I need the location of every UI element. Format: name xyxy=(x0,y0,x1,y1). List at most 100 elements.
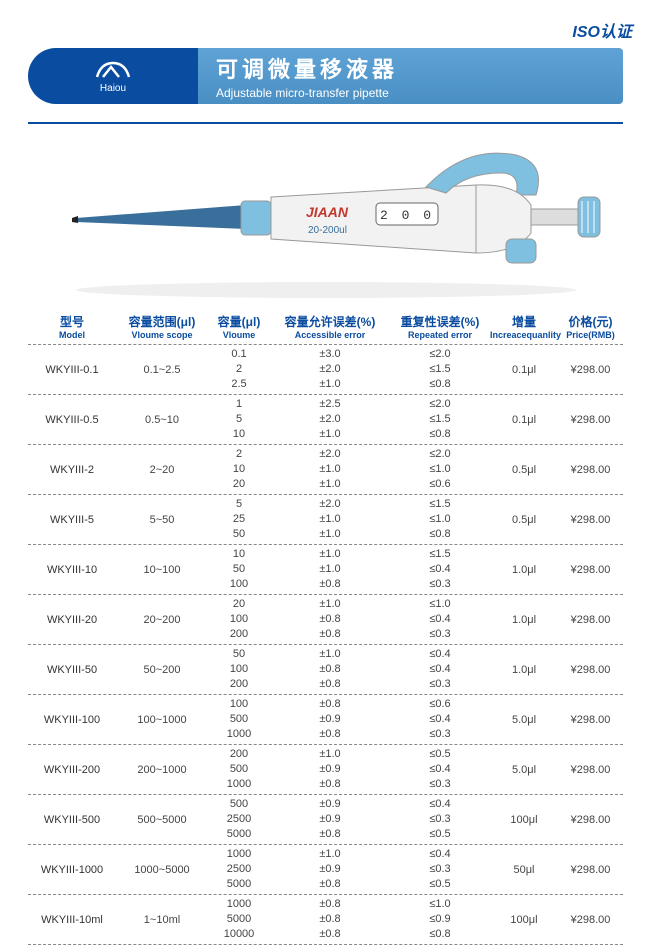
table-cell: 5~50 xyxy=(116,495,208,544)
table-cell: WKYIII-10ml xyxy=(28,895,116,944)
table-row: WKYIII-0.10.1~2.50.122.5±3.0±2.0±1.0≤2.0… xyxy=(28,345,623,395)
table-cell: 50~200 xyxy=(116,645,208,694)
table-cell: ±0.9±0.9±0.8 xyxy=(270,795,390,844)
table-cell: ¥298.00 xyxy=(558,795,623,844)
column-header: 容量范围(μl)Vloume scope xyxy=(116,316,208,340)
table-row: WKYIII-10ml1~10ml1000500010000±0.8±0.8±0… xyxy=(28,895,623,945)
title-block: 可调微量移液器 Adjustable micro-transfer pipett… xyxy=(198,48,623,104)
column-header: 重复性误差(%)Repeated error xyxy=(390,316,490,340)
table-cell: ¥298.00 xyxy=(558,695,623,744)
column-header: 容量允许误差(%)Accessible error xyxy=(270,316,390,340)
table-cell: 0.1μl xyxy=(490,395,558,444)
svg-text:JIAAN: JIAAN xyxy=(306,204,349,220)
table-cell: ≤2.0≤1.5≤0.8 xyxy=(390,345,490,394)
table-cell: 100025005000 xyxy=(208,845,270,894)
title-en: Adjustable micro-transfer pipette xyxy=(216,86,623,100)
table-cell: ±1.0±0.9±0.8 xyxy=(270,845,390,894)
table-cell: 20~200 xyxy=(116,595,208,644)
table-cell: 1050100 xyxy=(208,545,270,594)
table-cell: WKYIII-20 xyxy=(28,595,116,644)
table-cell: 10~100 xyxy=(116,545,208,594)
table-cell: ¥298.00 xyxy=(558,745,623,794)
table-cell: 0.5μl xyxy=(490,445,558,494)
table-cell: 5.0μl xyxy=(490,745,558,794)
table-cell: ¥298.00 xyxy=(558,345,623,394)
table-cell: WKYIII-100 xyxy=(28,695,116,744)
table-cell: 500~5000 xyxy=(116,795,208,844)
table-cell: 0.1μl xyxy=(490,345,558,394)
table-cell: 2~20 xyxy=(116,445,208,494)
table-cell: ¥298.00 xyxy=(558,445,623,494)
table-cell: ±1.0±0.8±0.8 xyxy=(270,645,390,694)
table-cell: WKYIII-200 xyxy=(28,745,116,794)
table-cell: 1~10ml xyxy=(116,895,208,944)
table-cell: ±3.0±2.0±1.0 xyxy=(270,345,390,394)
title-cn: 可调微量移液器 xyxy=(216,52,623,84)
table-cell: ±0.8±0.9±0.8 xyxy=(270,695,390,744)
table-cell: WKYIII-0.5 xyxy=(28,395,116,444)
table-cell: WKYIII-5 xyxy=(28,495,116,544)
table-cell: ±2.0±1.0±1.0 xyxy=(270,445,390,494)
table-cell: ¥298.00 xyxy=(558,595,623,644)
table-cell: 0.122.5 xyxy=(208,345,270,394)
table-cell: WKYIII-500 xyxy=(28,795,116,844)
table-cell: ±0.8±0.8±0.8 xyxy=(270,895,390,944)
table-row: WKYIII-1010~1001050100±1.0±1.0±0.8≤1.5≤0… xyxy=(28,545,623,595)
table-cell: 100μl xyxy=(490,795,558,844)
column-header: 增量Increacequanlity xyxy=(490,316,558,340)
table-cell: 50025005000 xyxy=(208,795,270,844)
table-cell: ±1.0±1.0±0.8 xyxy=(270,545,390,594)
table-cell: 1000500010000 xyxy=(208,895,270,944)
table-cell: 1005001000 xyxy=(208,695,270,744)
table-cell: 20100200 xyxy=(208,595,270,644)
svg-text:20-200ul: 20-200ul xyxy=(308,225,347,236)
table-header: 型号Model容量范围(μl)Vloume scope容量(μl)Vloume容… xyxy=(28,316,623,345)
spec-table: 型号Model容量范围(μl)Vloume scope容量(μl)Vloume容… xyxy=(28,316,623,945)
table-cell: ¥298.00 xyxy=(558,495,623,544)
column-header: 价格(元)Price(RMB) xyxy=(558,316,623,340)
table-cell: ¥298.00 xyxy=(558,845,623,894)
table-cell: ¥298.00 xyxy=(558,645,623,694)
table-cell: 100μl xyxy=(490,895,558,944)
table-cell: 100~1000 xyxy=(116,695,208,744)
table-cell: 1.0μl xyxy=(490,645,558,694)
table-cell: WKYIII-0.1 xyxy=(28,345,116,394)
table-cell: 0.5~10 xyxy=(116,395,208,444)
table-cell: 52550 xyxy=(208,495,270,544)
brand-name: Haiou xyxy=(100,83,126,94)
table-row: WKYIII-200200~10002005001000±1.0±0.9±0.8… xyxy=(28,745,623,795)
table-row: WKYIII-22~2021020±2.0±1.0±1.0≤2.0≤1.0≤0.… xyxy=(28,445,623,495)
table-cell: 1000~5000 xyxy=(116,845,208,894)
iso-badge: ISO认证 xyxy=(572,18,632,42)
table-cell: 1.0μl xyxy=(490,545,558,594)
pipette-illustration: JIAAN 2 0 0 20-200ul xyxy=(46,135,606,305)
table-cell: 50μl xyxy=(490,845,558,894)
table-cell: ≤1.5≤1.0≤0.8 xyxy=(390,495,490,544)
table-cell: ≤1.0≤0.9≤0.8 xyxy=(390,895,490,944)
table-cell: 1.0μl xyxy=(490,595,558,644)
column-header: 型号Model xyxy=(28,316,116,340)
table-cell: ¥298.00 xyxy=(558,395,623,444)
table-cell: ≤0.4≤0.3≤0.5 xyxy=(390,795,490,844)
horizontal-rule xyxy=(28,122,623,124)
table-cell: ¥298.00 xyxy=(558,895,623,944)
table-row: WKYIII-500500~500050025005000±0.9±0.9±0.… xyxy=(28,795,623,845)
table-cell: 21020 xyxy=(208,445,270,494)
svg-text:2 0 0: 2 0 0 xyxy=(379,208,433,223)
table-row: WKYIII-100100~10001005001000±0.8±0.9±0.8… xyxy=(28,695,623,745)
table-cell: 5.0μl xyxy=(490,695,558,744)
table-cell: WKYIII-50 xyxy=(28,645,116,694)
brand-logo: Haiou xyxy=(28,48,198,104)
table-cell: ±1.0±0.8±0.8 xyxy=(270,595,390,644)
table-body: WKYIII-0.10.1~2.50.122.5±3.0±2.0±1.0≤2.0… xyxy=(28,345,623,945)
table-cell: WKYIII-2 xyxy=(28,445,116,494)
column-header: 容量(μl)Vloume xyxy=(208,316,270,340)
table-cell: ≤0.4≤0.3≤0.5 xyxy=(390,845,490,894)
table-cell: ≤0.5≤0.4≤0.3 xyxy=(390,745,490,794)
table-cell: ≤0.6≤0.4≤0.3 xyxy=(390,695,490,744)
table-row: WKYIII-10001000~5000100025005000±1.0±0.9… xyxy=(28,845,623,895)
table-cell: 50100200 xyxy=(208,645,270,694)
table-cell: ≤1.0≤0.4≤0.3 xyxy=(390,595,490,644)
logo-icon xyxy=(93,59,133,81)
table-cell: ≤2.0≤1.5≤0.8 xyxy=(390,395,490,444)
